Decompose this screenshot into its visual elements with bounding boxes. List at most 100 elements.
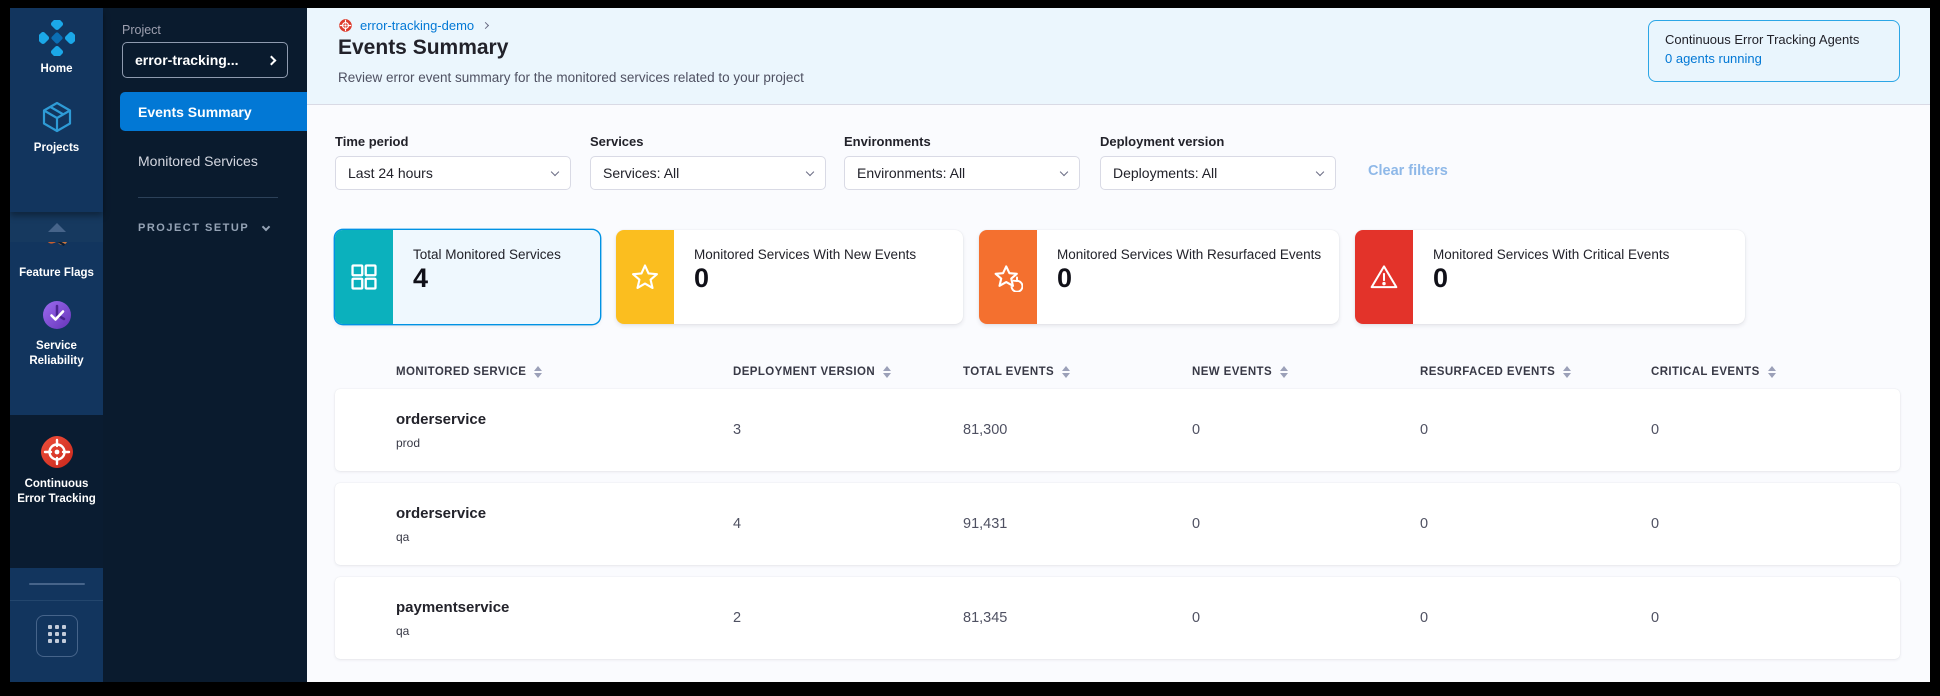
summary-cards: Total Monitored Services 4 Monitored Ser… xyxy=(335,230,1745,324)
column-header-total-events[interactable]: TOTAL EVENTS xyxy=(963,366,1192,378)
environments-value: Environments: All xyxy=(857,165,966,181)
service-name: orderservice xyxy=(396,410,487,428)
total-events-cell: 81,345 xyxy=(963,610,1008,626)
nav-continuous-error-tracking-label: Continuous Error Tracking xyxy=(17,478,96,505)
page-subtitle: Review error event summary for the monit… xyxy=(338,70,804,85)
card-value: 4 xyxy=(413,263,429,293)
clear-filters-button[interactable]: Clear filters xyxy=(1368,163,1448,179)
resurfaced-events-cell: 0 xyxy=(1420,422,1429,438)
filter-environments-label: Environments xyxy=(844,134,931,149)
service-name: paymentservice xyxy=(396,598,510,616)
project-nav: Events Summary Monitored Services xyxy=(103,92,307,180)
column-label: DEPLOYMENT VERSION xyxy=(733,366,876,378)
column-label: RESURFACED EVENTS xyxy=(1420,366,1556,378)
column-header-resurfaced-events[interactable]: RESURFACED EVENTS xyxy=(1420,366,1651,378)
service-cell: orderservice qa xyxy=(396,505,733,544)
content-area: Time period Last 24 hours Services Servi… xyxy=(307,105,1930,682)
column-label: CRITICAL EVENTS xyxy=(1651,366,1760,378)
critical-events-cell: 0 xyxy=(1651,610,1660,626)
nav-projects-label: Projects xyxy=(33,141,80,154)
breadcrumb: error-tracking-demo xyxy=(338,18,490,33)
page-header: error-tracking-demo Events Summary Revie… xyxy=(307,8,1930,105)
card-critical-events[interactable]: Monitored Services With Critical Events … xyxy=(1355,230,1745,324)
time-period-select[interactable]: Last 24 hours xyxy=(335,156,571,190)
sort-icon xyxy=(1062,366,1071,378)
sort-icon xyxy=(1280,366,1289,378)
nav-home[interactable]: Home xyxy=(10,20,103,77)
service-cell: paymentservice qa xyxy=(396,599,733,638)
deployment-version-cell: 4 xyxy=(733,516,742,532)
sidebar-item-events-summary[interactable]: Events Summary xyxy=(120,92,307,131)
card-total-monitored-services[interactable]: Total Monitored Services 4 xyxy=(335,230,600,324)
table-row[interactable]: orderservice prod 3 81,300 0 0 0 xyxy=(335,389,1900,471)
table-header: MONITORED SERVICE DEPLOYMENT VERSION TOT… xyxy=(335,355,1900,389)
filter-services: Services Services: All xyxy=(590,134,826,190)
sidebar-item-monitored-services[interactable]: Monitored Services xyxy=(103,141,307,180)
rail-scroll-down[interactable] xyxy=(10,568,103,600)
harness-logo-icon xyxy=(38,20,75,56)
cube-icon xyxy=(39,99,75,135)
agents-panel-title: Continuous Error Tracking Agents xyxy=(1665,32,1860,47)
nav-projects[interactable]: Projects xyxy=(10,99,103,156)
sort-icon xyxy=(1563,366,1572,378)
grid-icon xyxy=(335,230,393,324)
chevron-right-icon xyxy=(266,55,277,65)
flag-icon xyxy=(40,242,74,260)
column-header-critical-events[interactable]: CRITICAL EVENTS xyxy=(1651,366,1900,378)
column-header-monitored-service[interactable]: MONITORED SERVICE xyxy=(396,366,733,378)
rail-section-modules: Feature Flags Service Reli xyxy=(10,242,103,415)
card-label: Monitored Services With Resurfaced Event… xyxy=(1057,247,1322,262)
project-section-label: Project xyxy=(122,23,161,37)
module-picker-button[interactable] xyxy=(35,615,78,657)
filter-services-label: Services xyxy=(590,134,644,149)
star-icon xyxy=(616,230,674,324)
sidebar-divider xyxy=(138,197,278,198)
sort-icon xyxy=(1767,366,1776,378)
new-events-cell: 0 xyxy=(1192,422,1201,438)
total-events-cell: 91,431 xyxy=(963,516,1008,532)
card-new-events[interactable]: Monitored Services With New Events 0 xyxy=(616,230,963,324)
chevron-down-icon xyxy=(550,167,560,176)
breadcrumb-project-link[interactable]: error-tracking-demo xyxy=(360,18,475,33)
rail-scroll-up[interactable] xyxy=(10,212,103,242)
column-label: MONITORED SERVICE xyxy=(396,366,527,378)
project-selector[interactable]: error-tracking... xyxy=(122,42,288,78)
filter-deployment-version-label: Deployment version xyxy=(1100,134,1225,149)
chevron-down-icon xyxy=(805,167,815,176)
chevron-up-icon xyxy=(47,222,66,232)
deployments-value: Deployments: All xyxy=(1113,165,1218,181)
nav-feature-flags[interactable]: Feature Flags xyxy=(10,242,103,281)
deployment-version-cell: 2 xyxy=(733,610,742,626)
new-events-cell: 0 xyxy=(1192,516,1201,532)
sidebar-item-monitored-services-label: Monitored Services xyxy=(138,152,258,169)
project-setup-toggle[interactable]: PROJECT SETUP xyxy=(138,222,271,234)
rail-section-bottom xyxy=(10,600,103,682)
nav-continuous-error-tracking[interactable]: Continuous Error Tracking xyxy=(10,433,103,507)
page-title: Events Summary xyxy=(338,36,509,59)
table-row[interactable]: orderservice qa 4 91,431 0 0 0 xyxy=(335,483,1900,565)
deployment-version-cell: 3 xyxy=(733,422,742,438)
rail-section-error-tracking: Continuous Error Tracking xyxy=(10,415,103,568)
service-cell: orderservice prod xyxy=(396,411,733,450)
sidebar-item-events-summary-label: Events Summary xyxy=(138,103,252,120)
new-events-cell: 0 xyxy=(1192,610,1201,626)
nav-service-reliability[interactable]: Service Reliability xyxy=(10,297,103,369)
filter-deployment-version: Deployment version Deployments: All xyxy=(1100,134,1336,190)
agents-panel[interactable]: Continuous Error Tracking Agents 0 agent… xyxy=(1648,20,1900,82)
project-setup-label: PROJECT SETUP xyxy=(138,222,250,234)
chevron-down-icon xyxy=(1059,167,1069,176)
environments-select[interactable]: Environments: All xyxy=(844,156,1080,190)
app-window: Home Projects xyxy=(10,8,1930,682)
column-header-deployment-version[interactable]: DEPLOYMENT VERSION xyxy=(733,366,963,378)
service-name: orderservice xyxy=(396,504,487,522)
table-row[interactable]: paymentservice qa 2 81,345 0 0 0 xyxy=(335,577,1900,659)
nav-home-label: Home xyxy=(40,63,73,75)
reliability-icon xyxy=(39,297,75,333)
column-header-new-events[interactable]: NEW EVENTS xyxy=(1192,366,1420,378)
filter-time-period: Time period Last 24 hours xyxy=(335,134,571,190)
deployments-select[interactable]: Deployments: All xyxy=(1100,156,1336,190)
agents-running-link[interactable]: 0 agents running xyxy=(1665,51,1762,66)
services-select[interactable]: Services: All xyxy=(590,156,826,190)
card-resurfaced-events[interactable]: Monitored Services With Resurfaced Event… xyxy=(979,230,1339,324)
service-environment: qa xyxy=(396,623,410,638)
